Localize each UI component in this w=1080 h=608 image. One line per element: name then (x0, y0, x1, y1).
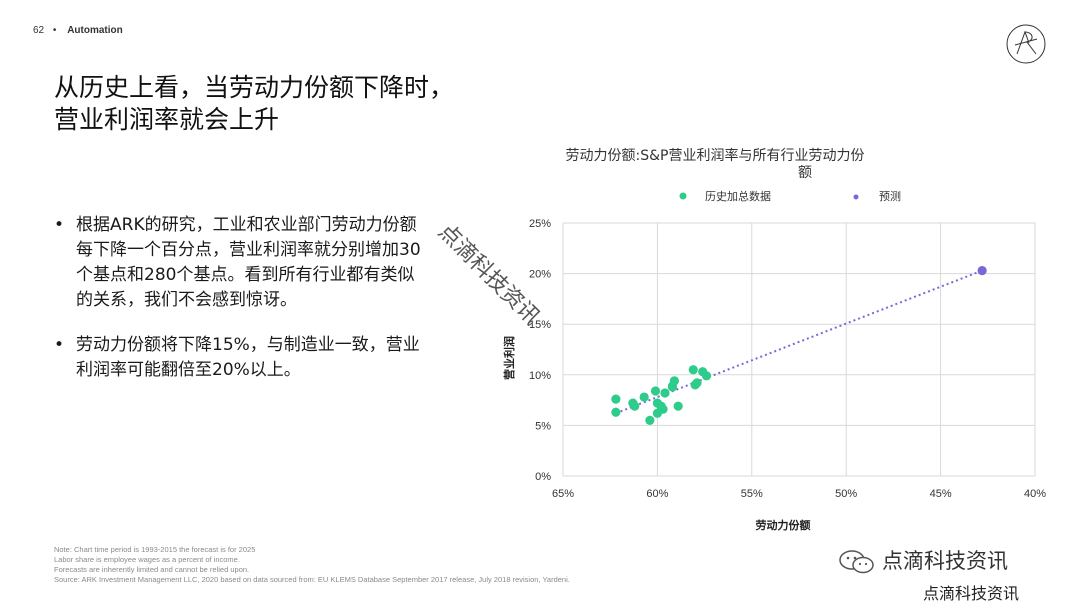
x-tick-label: 55% (741, 488, 763, 500)
separator-dot: • (52, 25, 57, 36)
ark-logo-icon (1006, 24, 1046, 64)
y-tick-label: 25% (529, 218, 551, 230)
y-tick-label: 10% (529, 370, 551, 382)
page-title: 从历史上看，当劳动力份额下降时， 营业利润率就会上升 (54, 72, 514, 136)
data-point-historical (669, 376, 679, 386)
data-point-historical (701, 371, 712, 381)
y-tick-label: 5% (535, 420, 551, 432)
footnote-line: Source: ARK Investment Management LLC, 2… (54, 575, 570, 584)
scatter-chart: 劳动力份额:S&P营业利润率与所有行业劳动力份 额 历史加总数据 预测 0% 5%… (502, 147, 1046, 532)
data-point-historical (645, 415, 655, 425)
x-tick-label: 50% (835, 488, 857, 500)
wechat-watermark-text: 点滴科技资讯 (882, 549, 1008, 573)
bullet-marker: • (54, 335, 65, 355)
trend-line (615, 269, 983, 415)
wechat-icon (839, 550, 874, 574)
x-tick-label: 65% (552, 488, 574, 500)
title-line-2: 营业利润率就会上升 (54, 105, 280, 134)
footnote-line: Note: Chart time period is 1993-2015 the… (54, 545, 256, 554)
chart-title-line-2: 额 (798, 165, 812, 181)
y-axis-label: 营业利润 (502, 336, 516, 380)
y-tick-label: 0% (535, 471, 551, 483)
bullet-list: • 根据ARK的研究，工业和农业部门劳动力份额每下降一个百分点，营业利润率就分别… (50, 213, 430, 403)
data-point-historical (630, 401, 640, 411)
chart-legend: 历史加总数据 预测 (679, 189, 901, 203)
legend-label-forecast: 预测 (879, 190, 901, 203)
data-point-historical (650, 386, 661, 396)
wechat-watermark: 点滴科技资讯 (838, 545, 1008, 575)
legend-label-historical: 历史加总数据 (705, 189, 771, 203)
chart-grid (562, 222, 1036, 477)
page-number: 62 (33, 25, 45, 36)
chart-title-line-1: 劳动力份额:S&P营业利润率与所有行业劳动力份 (566, 147, 865, 164)
x-axis-ticks: 65% 60% 55% 50% 45% 40% (552, 488, 1046, 500)
x-tick-label: 45% (930, 488, 952, 500)
footer-watermark: 点滴科技资讯 (923, 584, 1020, 603)
footnotes: Note: Chart time period is 1993-2015 the… (54, 545, 570, 585)
data-point-historical (688, 365, 698, 375)
bullet-text: 劳动力份额将下降15%，与制造业一致，营业利润率可能翻倍至20%以上。 (76, 335, 420, 380)
bullet-marker: • (54, 215, 65, 235)
data-point-historical (611, 394, 621, 404)
top-bar: 62 • Automation (33, 25, 123, 36)
section-label: Automation (67, 25, 123, 36)
legend-marker-historical (679, 192, 687, 200)
data-point-historical (673, 401, 683, 411)
bullet-text: 根据ARK的研究，工业和农业部门劳动力份额每下降一个百分点，营业利润率就分别增加… (76, 215, 421, 310)
bullet-item: • 根据ARK的研究，工业和农业部门劳动力份额每下降一个百分点，营业利润率就分别… (50, 213, 430, 313)
data-point-historical (660, 388, 670, 398)
data-point-historical (692, 378, 702, 388)
data-point-historical (658, 404, 668, 414)
y-axis-ticks: 0% 5% 10% 15% 20% 25% (529, 218, 551, 483)
x-tick-label: 60% (646, 488, 668, 500)
footnote-line: Labor share is employee wages as a perce… (54, 555, 240, 564)
legend-marker-forecast (853, 194, 859, 200)
title-line-1: 从历史上看，当劳动力份额下降时， (54, 73, 455, 102)
data-point-forecast (977, 265, 987, 276)
x-axis-label: 劳动力份额 (756, 518, 811, 532)
y-tick-label: 20% (529, 269, 551, 281)
footnote-line: Forecasts are inherently limited and can… (54, 565, 250, 574)
data-points (611, 265, 987, 425)
x-tick-label: 40% (1024, 488, 1046, 500)
data-point-historical (611, 407, 621, 417)
data-point-historical (639, 392, 649, 402)
bullet-item: • 劳动力份额将下降15%，与制造业一致，营业利润率可能翻倍至20%以上。 (50, 333, 430, 383)
y-tick-label: 15% (529, 319, 551, 331)
